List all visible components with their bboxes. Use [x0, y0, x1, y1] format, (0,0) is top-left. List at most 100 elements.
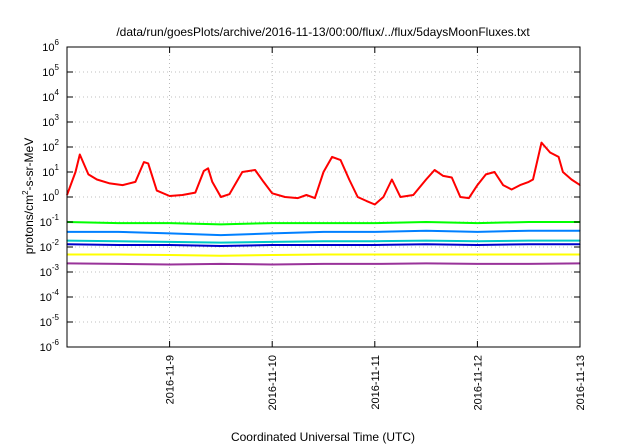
series-point	[322, 231, 325, 233]
series-point	[374, 240, 376, 242]
series-point	[169, 195, 171, 197]
series-point	[220, 263, 222, 265]
y-tick-label: 105	[42, 63, 59, 79]
series-point	[434, 169, 436, 171]
series-point	[476, 184, 478, 186]
series-point	[156, 190, 158, 192]
series-3	[66, 229, 581, 237]
chart-title: /data/run/goesPlots/archive/2016-11-13/0…	[116, 25, 530, 39]
series-point	[528, 253, 530, 256]
series-point	[271, 222, 273, 224]
x-tick-label: 2016-11-9	[165, 355, 177, 404]
series-point	[220, 234, 222, 236]
y-tick-label: 106	[42, 38, 59, 54]
series-point	[241, 171, 243, 173]
series-point	[425, 178, 427, 181]
series-point	[476, 263, 478, 265]
series-point	[549, 151, 551, 154]
series-point	[228, 193, 230, 195]
series-point	[331, 156, 333, 158]
series-point	[322, 244, 325, 246]
series-point	[476, 240, 478, 242]
series-point	[348, 178, 350, 181]
series-point	[528, 243, 530, 245]
series-point	[399, 196, 401, 198]
series-point	[540, 142, 543, 144]
series-point	[117, 240, 119, 242]
y-tick-label: 10-2	[40, 238, 60, 254]
series-point	[425, 262, 427, 264]
series-point	[322, 222, 325, 224]
series-point	[220, 223, 222, 225]
series-point	[181, 194, 183, 196]
series-point	[528, 181, 530, 183]
series-point	[134, 181, 136, 183]
series-point	[74, 171, 77, 173]
series-point	[570, 178, 573, 181]
series-point	[425, 230, 427, 232]
x-tick-label: 2016-11-13	[575, 355, 587, 410]
series-point	[425, 243, 427, 245]
y-tick-label: 101	[42, 163, 59, 179]
x-tick-label: 2016-11-10	[267, 355, 279, 410]
series-point	[305, 194, 307, 196]
series-point	[374, 253, 376, 256]
y-tick-label: 10-3	[40, 263, 60, 279]
x-ticks: 2016-11-9 2016-11-10 2016-11-11 2016-11-12 2…	[165, 47, 587, 410]
series-point	[220, 245, 222, 247]
series-point	[203, 170, 205, 172]
series-point	[357, 196, 359, 198]
y-ticks: 10-6 10-5 10-4 10-3 10-2 10-1 100 101 102 103 104 1…	[40, 38, 580, 354]
series-point	[297, 197, 299, 199]
series-point	[468, 197, 470, 199]
y-tick-label: 104	[42, 88, 59, 104]
y-tick-label: 103	[42, 113, 59, 129]
series-point	[271, 254, 273, 256]
y-tick-label: 102	[42, 138, 59, 154]
series-point	[143, 161, 145, 163]
series-point	[284, 196, 286, 198]
series-point	[519, 184, 521, 186]
series-point	[169, 244, 171, 246]
series-point	[207, 167, 209, 169]
y-axis-label: protons/cm2-s-sr-MeV	[21, 138, 36, 254]
series-point	[169, 254, 171, 256]
series-point	[476, 231, 478, 233]
x-tick-label: 2016-11-11	[370, 355, 382, 410]
series-point	[382, 196, 384, 198]
series-point	[79, 153, 81, 156]
series-point	[169, 232, 171, 234]
series-point	[271, 192, 273, 194]
series-line	[66, 141, 581, 206]
series-point	[117, 231, 119, 233]
series-point	[528, 221, 530, 223]
series-1	[66, 141, 581, 206]
series-point	[425, 221, 427, 223]
series-point	[271, 241, 273, 243]
series-point	[117, 253, 119, 256]
series-point	[117, 244, 119, 246]
series-point	[322, 263, 325, 265]
series-point	[532, 178, 534, 181]
series-point	[391, 178, 393, 181]
series-point	[271, 232, 273, 234]
series-point	[374, 222, 376, 224]
series-point	[340, 159, 342, 161]
series-point	[502, 184, 504, 186]
series-point	[211, 181, 213, 183]
series-point	[87, 173, 89, 175]
series-point	[220, 255, 222, 257]
series-6	[66, 253, 581, 257]
series-point	[528, 230, 530, 232]
series-point	[425, 253, 427, 256]
series-point	[220, 196, 222, 198]
series-point	[322, 253, 325, 256]
series-5	[66, 243, 581, 247]
series-point	[425, 240, 427, 242]
series-point	[562, 171, 564, 173]
series-point	[169, 263, 171, 266]
series-point	[322, 171, 325, 173]
series-point	[374, 203, 376, 206]
series-point	[122, 184, 124, 186]
